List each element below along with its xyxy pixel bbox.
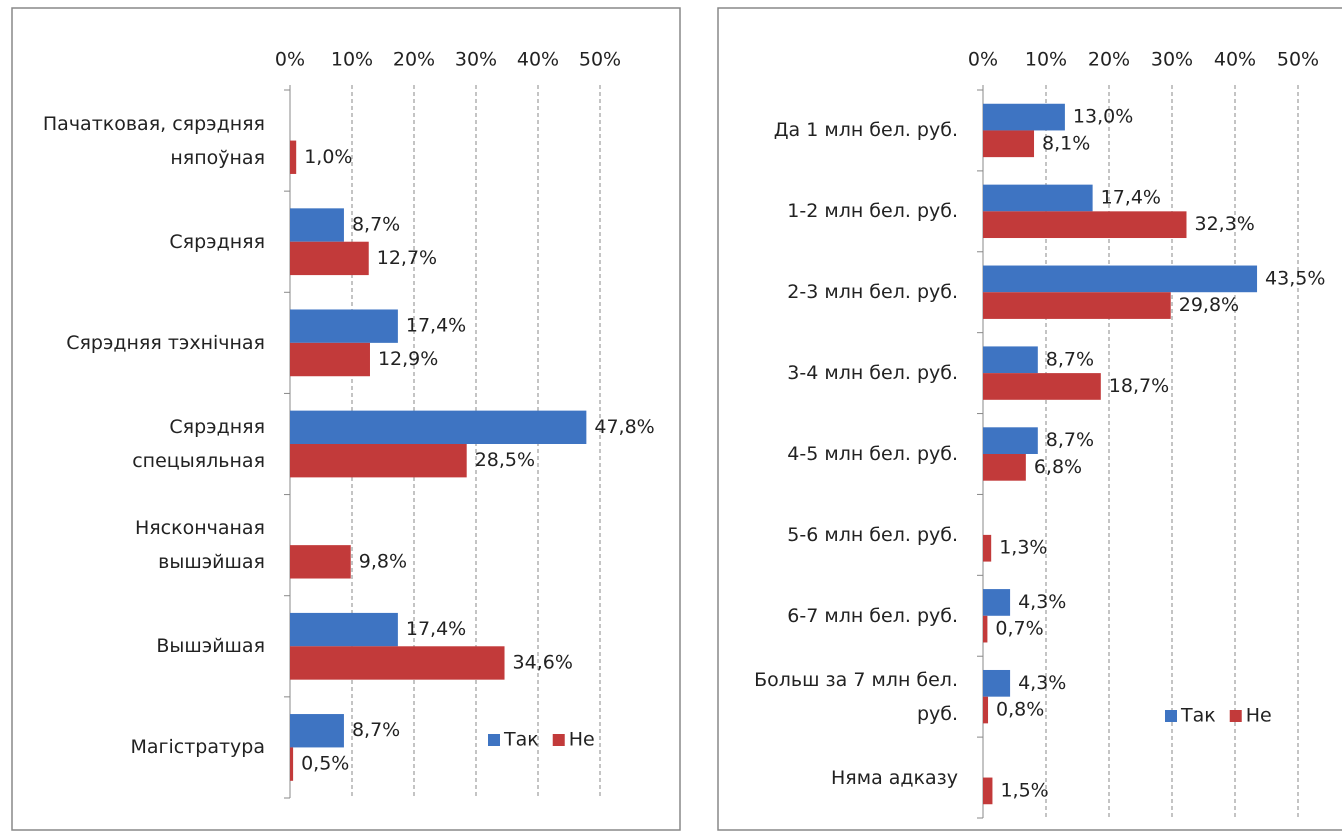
value-label: 43,5% [1265,267,1325,289]
x-tick-label: 10% [1025,49,1067,71]
category-label: Магістратура [130,736,265,759]
category-label: Няма адказу [831,766,958,789]
value-label: 47,8% [594,416,654,438]
category-label: 5-6 млн бел. руб. [787,523,958,546]
x-tick-label: 50% [579,49,621,71]
category-label: 2-3 млн бел. руб. [787,281,958,304]
value-label: 17,4% [406,618,466,640]
category-label: Больш за 7 млн бел. руб. [754,668,958,725]
panel-border [717,7,1342,831]
bar [983,265,1258,293]
category-label: Сярэдняя тэхнічная [66,331,265,354]
bar [983,373,1101,400]
value-label: 4,3% [1018,672,1066,694]
category-label: 4-5 млн бел. руб. [787,443,958,465]
bar [290,309,398,343]
category-label: 3-4 млн бел. руб. [787,362,958,385]
x-tick-label: 10% [331,49,373,71]
category-label: Пачатковая, сярэдняя няпоўная [42,112,265,169]
x-tick-label: 30% [455,49,497,71]
bar [290,342,370,377]
value-label: 1,5% [1000,779,1048,801]
bar [983,696,989,724]
bar [290,545,351,579]
bar [983,211,1187,239]
value-label: 18,7% [1109,375,1169,397]
value-label: 1,0% [304,146,352,168]
bar [290,714,344,748]
value-label: 8,7% [352,719,400,741]
value-label: 17,4% [406,315,466,337]
bar [983,589,1011,616]
bar [983,292,1171,319]
category-label: Сярэдняя [169,230,265,253]
bar [983,130,1035,158]
bar [983,427,1038,454]
bar [290,646,505,680]
legend-label: Так [1180,705,1216,727]
category-label: 1-2 млн бел. руб. [787,200,958,223]
bar [290,444,467,478]
category-label: Сярэдняя спецыяльная [132,416,265,472]
bar [290,208,344,242]
x-tick-label: 50% [1277,49,1319,71]
x-tick-label: 40% [517,49,559,71]
category-label: Да 1 млн бел. руб. [773,119,958,142]
value-label: 9,8% [359,550,407,572]
category-label: Вышэйшая [156,635,265,658]
legend-swatch [1165,710,1177,722]
bar [290,612,398,647]
value-label: 12,9% [378,348,438,370]
x-tick-label: 40% [1214,49,1256,71]
value-label: 28,5% [475,449,535,471]
bar [290,747,294,781]
value-label: 8,1% [1042,132,1090,154]
bar [983,103,1065,131]
bar [290,410,587,444]
value-label: 12,7% [377,247,437,269]
bar [983,346,1038,374]
bar [983,615,988,643]
bar [983,184,1093,212]
bar [983,777,993,805]
value-label: 4,3% [1018,591,1066,613]
value-label: 13,0% [1073,106,1133,128]
bar [290,241,369,276]
value-label: 0,7% [995,618,1043,640]
value-label: 1,3% [999,537,1047,559]
bar [290,140,297,174]
panel-border [11,7,681,831]
x-tick-label: 20% [1088,49,1130,71]
bar [983,669,1011,697]
x-tick-label: 0% [275,49,305,71]
legend-label: Не [569,729,595,751]
value-label: 8,7% [1046,429,1094,451]
legend-label: Не [1246,705,1272,727]
x-tick-label: 20% [393,49,435,71]
value-label: 0,8% [996,699,1044,721]
bar [983,454,1026,481]
value-label: 32,3% [1194,213,1254,235]
legend-swatch [488,734,500,746]
legend-swatch [1229,710,1242,722]
value-label: 0,5% [301,753,349,775]
x-tick-label: 30% [1151,49,1193,71]
value-label: 17,4% [1101,186,1161,208]
legend-swatch [552,734,565,746]
legend-label: Так [503,729,539,751]
x-tick-label: 0% [968,49,998,71]
category-label: 6-7 млн бел. руб. [787,604,958,627]
value-label: 8,7% [352,214,400,236]
category-label: Няскончаная вышэйшая [134,517,265,574]
value-label: 29,8% [1179,294,1239,316]
value-label: 6,8% [1034,456,1082,478]
value-label: 8,7% [1046,348,1094,370]
bar [983,534,992,562]
value-label: 34,6% [513,651,573,673]
